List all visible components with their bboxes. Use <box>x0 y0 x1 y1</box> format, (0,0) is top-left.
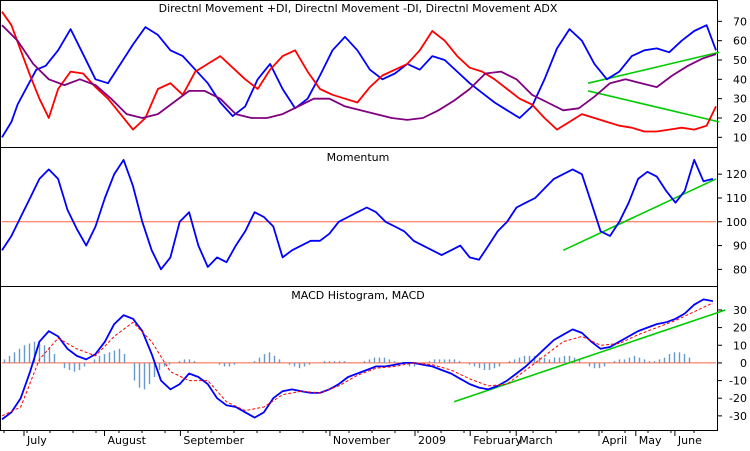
y-tick-label: 80 <box>733 263 747 276</box>
directional-movement-title: Directnl Movement +DI, Directnl Movement… <box>159 2 558 15</box>
y-tick-label: 10 <box>733 339 747 352</box>
y-tick-label: 90 <box>733 240 747 253</box>
macd-histogram-bars <box>3 341 691 390</box>
y-tick-label: 110 <box>726 192 747 205</box>
x-tick-label: February <box>473 434 522 447</box>
macd-title: MACD Histogram, MACD <box>291 289 425 302</box>
green-trendline <box>453 309 726 403</box>
y-tick-label: 50 <box>733 54 747 67</box>
y-tick-label: 20 <box>733 322 747 335</box>
macd-series <box>1 298 714 421</box>
directional-movement-y-axis: 10 20 30 40 50 60 70 <box>717 15 747 144</box>
macd-y-axis: -30 -20 -10 0 10 20 30 <box>2 304 747 423</box>
signal-line <box>1 302 714 417</box>
momentum-series <box>1 158 714 271</box>
plus_di-line <box>1 24 717 138</box>
y-tick-label: 0 <box>740 357 747 370</box>
adx-line <box>1 24 717 121</box>
y-tick-label: 20 <box>733 112 747 125</box>
macd-line <box>1 298 714 421</box>
directional-movement-panel: Directnl Movement +DI, Directnl Movement… <box>0 0 747 148</box>
y-tick-label: -30 <box>729 410 747 423</box>
momentum-line <box>1 158 714 271</box>
y-tick-label: 120 <box>726 168 747 181</box>
momentum-panel: Momentum 80 90 100 110 120 <box>0 147 747 287</box>
x-tick-label: July <box>26 434 47 447</box>
green-trendline <box>587 90 720 123</box>
macd-trendlines <box>453 309 726 403</box>
y-tick-label: 10 <box>733 131 747 144</box>
y-tick-label: -10 <box>729 375 747 388</box>
y-tick-label: -20 <box>729 392 747 405</box>
x-tick-label: November <box>333 434 391 447</box>
x-tick-label: August <box>108 434 147 447</box>
macd-panel: MACD Histogram, MACD -30 -20 -10 0 10 20 30 <box>0 286 747 431</box>
y-tick-label: 60 <box>733 35 747 48</box>
x-tick-label: June <box>677 434 702 447</box>
x-tick-label: May <box>639 434 662 447</box>
momentum-trendlines <box>562 178 717 252</box>
minus_di-line <box>1 11 717 133</box>
green-trendline <box>562 178 717 252</box>
momentum-title: Momentum <box>327 151 390 164</box>
momentum-frame <box>0 147 718 287</box>
y-tick-label: 100 <box>726 216 747 229</box>
y-tick-label: 30 <box>733 93 747 106</box>
y-tick-label: 70 <box>733 15 747 28</box>
macd-frame <box>0 286 718 431</box>
x-tick-label: April <box>602 434 627 447</box>
x-axis: July August September November 2009 FebruaryM… <box>3 430 702 447</box>
directional-movement-series <box>1 11 717 138</box>
y-tick-label: 40 <box>733 73 747 86</box>
y-tick-label: 30 <box>733 304 747 317</box>
x-tick-label: March <box>519 434 553 447</box>
x-tick-label: 2009 <box>418 434 446 447</box>
directional-movement-frame <box>0 0 718 148</box>
x-tick-label: September <box>183 434 244 447</box>
